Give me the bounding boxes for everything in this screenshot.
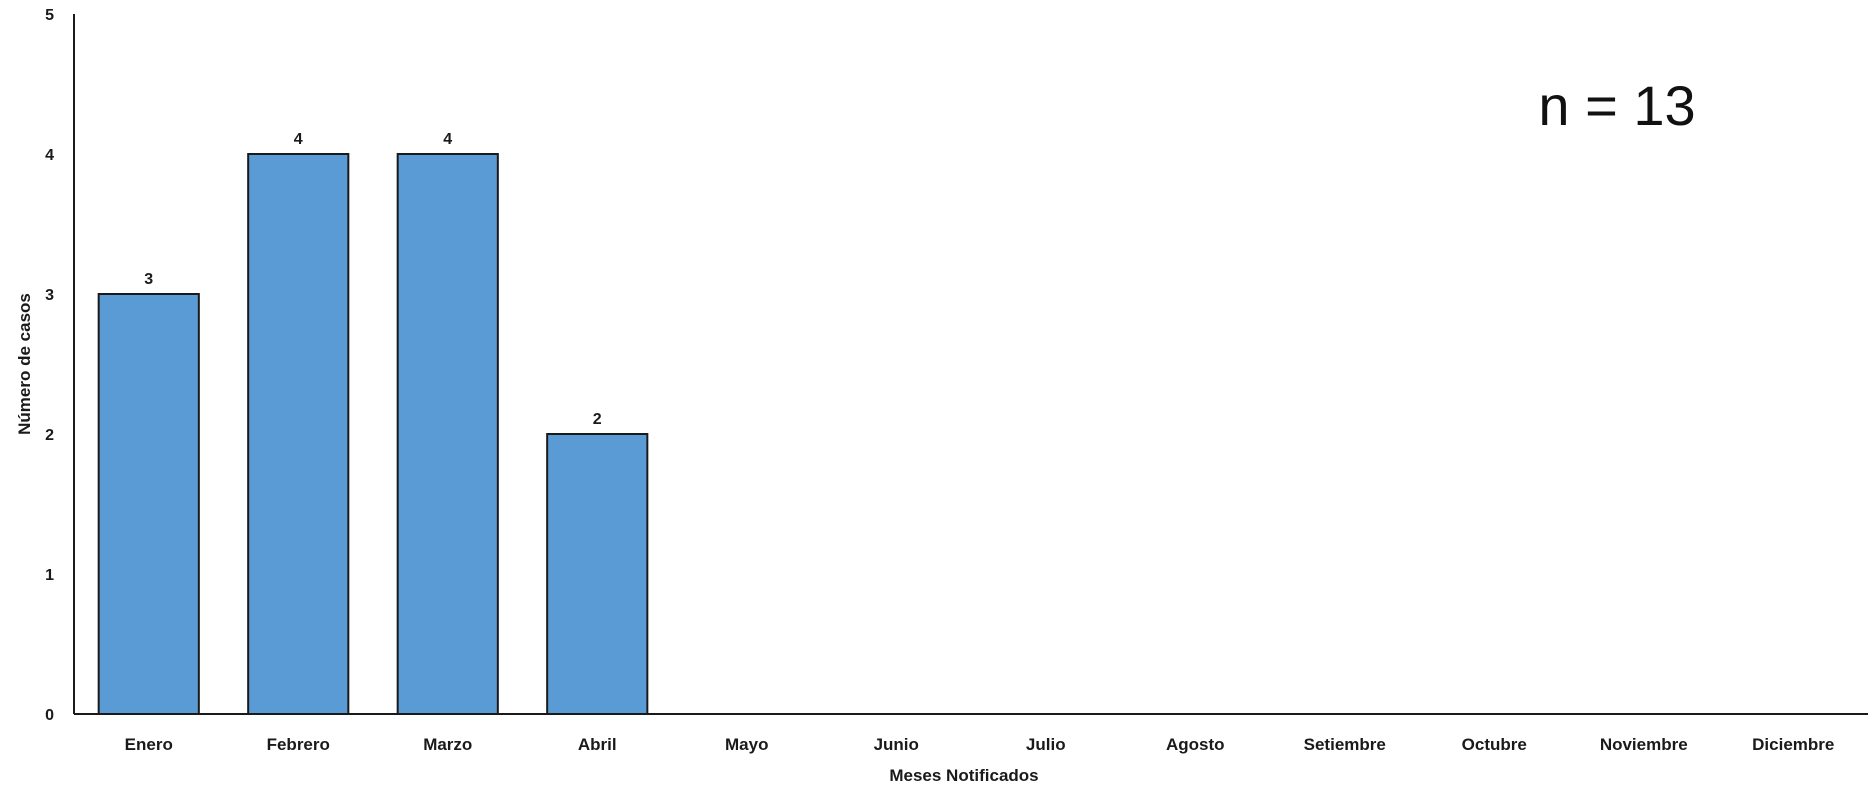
x-tick-label: Febrero bbox=[267, 735, 330, 754]
x-tick-label: Mayo bbox=[725, 735, 768, 754]
x-tick-labels: Enero Febrero Marzo Abril Mayo Junio Julio Agos… bbox=[125, 735, 1835, 754]
x-tick-label: Octubre bbox=[1462, 735, 1527, 754]
y-tick-label: 2 bbox=[45, 427, 54, 444]
y-tick-label: 4 bbox=[45, 147, 54, 164]
data-label: 3 bbox=[144, 271, 153, 288]
x-tick-label: Abril bbox=[578, 735, 617, 754]
y-tick-label: 1 bbox=[45, 567, 54, 584]
data-label: 2 bbox=[593, 411, 602, 428]
x-tick-label: Diciembre bbox=[1752, 735, 1834, 754]
x-tick-label: Julio bbox=[1026, 735, 1066, 754]
data-label: 4 bbox=[294, 131, 303, 148]
bar-febrero bbox=[247, 153, 350, 715]
bar-enero bbox=[97, 293, 200, 715]
y-tick-label: 5 bbox=[45, 7, 54, 24]
x-tick-label: Junio bbox=[874, 735, 919, 754]
x-tick-label: Noviembre bbox=[1600, 735, 1688, 754]
x-axis-title: Meses Notificados bbox=[889, 766, 1038, 785]
y-tick-labels: 0 1 2 3 4 5 bbox=[45, 7, 54, 724]
x-tick-label: Agosto bbox=[1166, 735, 1225, 754]
x-tick-label: Marzo bbox=[423, 735, 472, 754]
x-tick-label: Setiembre bbox=[1304, 735, 1386, 754]
sample-size-annotation: n = 13 bbox=[1538, 74, 1695, 137]
y-axis-title: Número de casos bbox=[15, 293, 34, 435]
bar-marzo bbox=[396, 153, 499, 715]
y-tick-label: 0 bbox=[45, 707, 54, 724]
y-tick-label: 3 bbox=[45, 287, 54, 304]
bar-abril bbox=[546, 433, 649, 715]
x-tick-label: Enero bbox=[125, 735, 173, 754]
data-label: 4 bbox=[443, 131, 452, 148]
data-labels-group: 3 4 4 2 bbox=[144, 131, 602, 428]
bars-group bbox=[97, 153, 649, 715]
